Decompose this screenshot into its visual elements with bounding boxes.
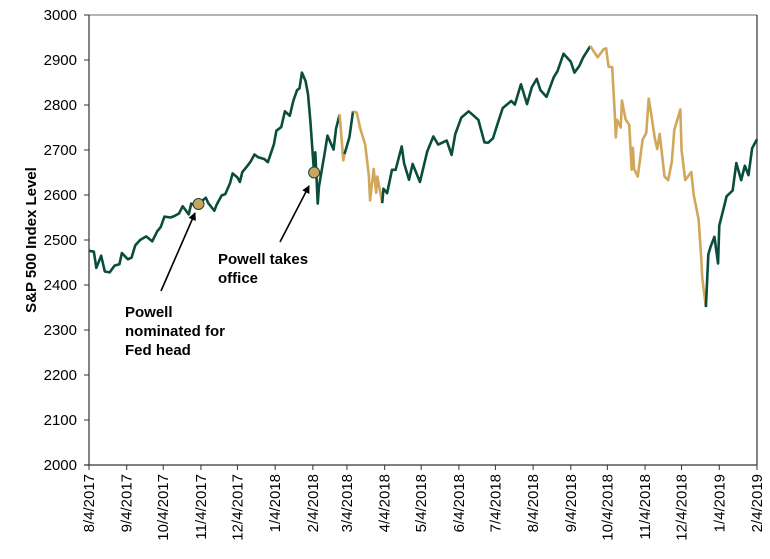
x-tick-label: 8/4/2018	[525, 474, 542, 532]
line-segment	[343, 111, 355, 155]
annotation-label: nominated for	[125, 323, 225, 340]
annotation-label: office	[218, 270, 258, 287]
y-tick-label: 2000	[44, 457, 77, 474]
line-segment	[704, 138, 759, 308]
x-tick-label: 5/4/2018	[413, 474, 430, 532]
annotations: Powell nominated for Fed head Powell takes o…	[125, 166, 321, 359]
x-tick-label: 10/4/2018	[599, 474, 616, 541]
annotation-label: Powell takes	[218, 251, 308, 268]
x-tick-label: 1/4/2019	[711, 474, 728, 532]
x-tick-label: 7/4/2018	[487, 474, 504, 532]
x-tick-label: 3/4/2018	[339, 474, 356, 532]
series-lines	[88, 45, 759, 308]
event-marker	[308, 166, 321, 179]
line-segment	[380, 45, 592, 204]
y-tick-label: 2600	[44, 187, 77, 204]
correction-line-segment	[338, 114, 346, 162]
x-tick-label: 11/4/2017	[193, 474, 210, 540]
y-tick-label: 2200	[44, 367, 77, 384]
x-tick-label: 1/4/2018	[267, 474, 284, 532]
x-tick-label: 9/4/2017	[119, 474, 136, 532]
x-tick-label: 12/4/2017	[229, 474, 246, 541]
axes: 2000 2100 2200 2300 2400 2500 2600 2700 2800 2900…	[44, 7, 766, 541]
y-axis-label: S&P 500 Index Level	[23, 167, 40, 313]
y-tick-label: 2400	[44, 277, 77, 294]
y-tick-label: 3000	[44, 7, 77, 24]
x-tick-label: 2/4/2018	[305, 474, 322, 532]
x-tick-label: 12/4/2018	[674, 474, 691, 541]
annotation-arrow	[279, 185, 310, 243]
y-tick-label: 2300	[44, 322, 77, 339]
y-tick-label: 2100	[44, 412, 77, 429]
x-tick-label: 6/4/2018	[451, 474, 468, 532]
y-tick-label: 2500	[44, 232, 77, 249]
x-tick-label: 10/4/2017	[155, 474, 172, 541]
annotation-arrow	[160, 212, 196, 292]
annotation-label: Powell	[125, 304, 173, 321]
correction-line-segment	[589, 45, 708, 308]
x-tick-label: 8/4/2017	[81, 474, 98, 532]
event-marker	[192, 198, 205, 210]
correction-line-segment	[352, 110, 384, 204]
x-tick-label: 2/4/2019	[749, 474, 766, 532]
x-tick-label: 11/4/2018	[637, 474, 654, 540]
line-segment	[88, 71, 341, 274]
y-tick-label: 2900	[44, 52, 77, 69]
x-tick-label: 4/4/2018	[377, 474, 394, 532]
y-tick-label: 2700	[44, 142, 77, 159]
y-tick-label: 2800	[44, 97, 77, 114]
annotation-label: Fed head	[125, 342, 191, 359]
x-tick-label: 9/4/2018	[563, 474, 580, 532]
